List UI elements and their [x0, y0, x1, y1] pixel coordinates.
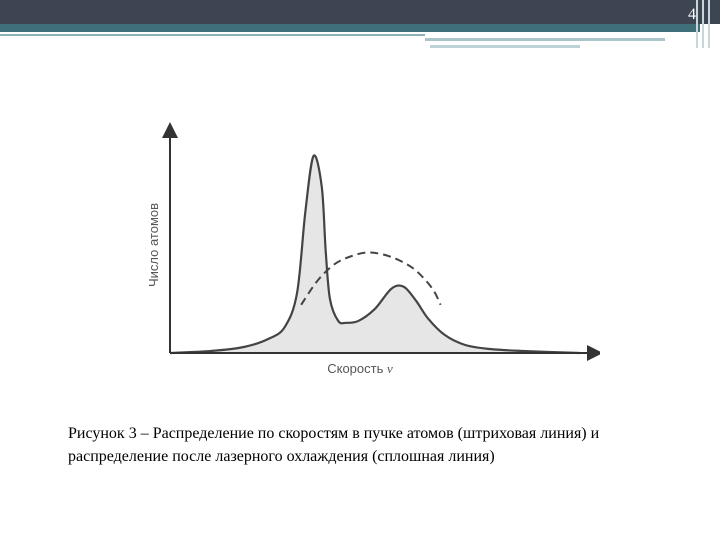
- y-axis-label: Число атомов: [146, 203, 161, 287]
- x-axis-label-text: Скорость: [327, 361, 383, 376]
- slide-accent-band: [0, 24, 700, 32]
- decorative-line: [425, 38, 665, 41]
- cooled-distribution-area: [170, 155, 580, 353]
- x-axis-label: Скорость v: [327, 361, 393, 376]
- x-axis-symbol: v: [387, 361, 393, 376]
- decorative-line: [0, 34, 425, 36]
- cooled-distribution-solid-line: [169, 154, 581, 355]
- beam-distribution-dashed-line: [300, 251, 442, 306]
- decorative-vertical-line: [696, 0, 698, 48]
- figure-caption: Рисунок 3 – Распределение по скоростям в…: [68, 425, 600, 465]
- page-number: 4: [688, 6, 696, 23]
- decorative-vertical-line: [708, 0, 710, 48]
- decorative-vertical-line: [702, 0, 704, 48]
- decorative-line: [430, 45, 580, 48]
- velocity-distribution-chart: Число атомов Скорость v: [146, 122, 600, 376]
- slide-header-band: [0, 0, 720, 24]
